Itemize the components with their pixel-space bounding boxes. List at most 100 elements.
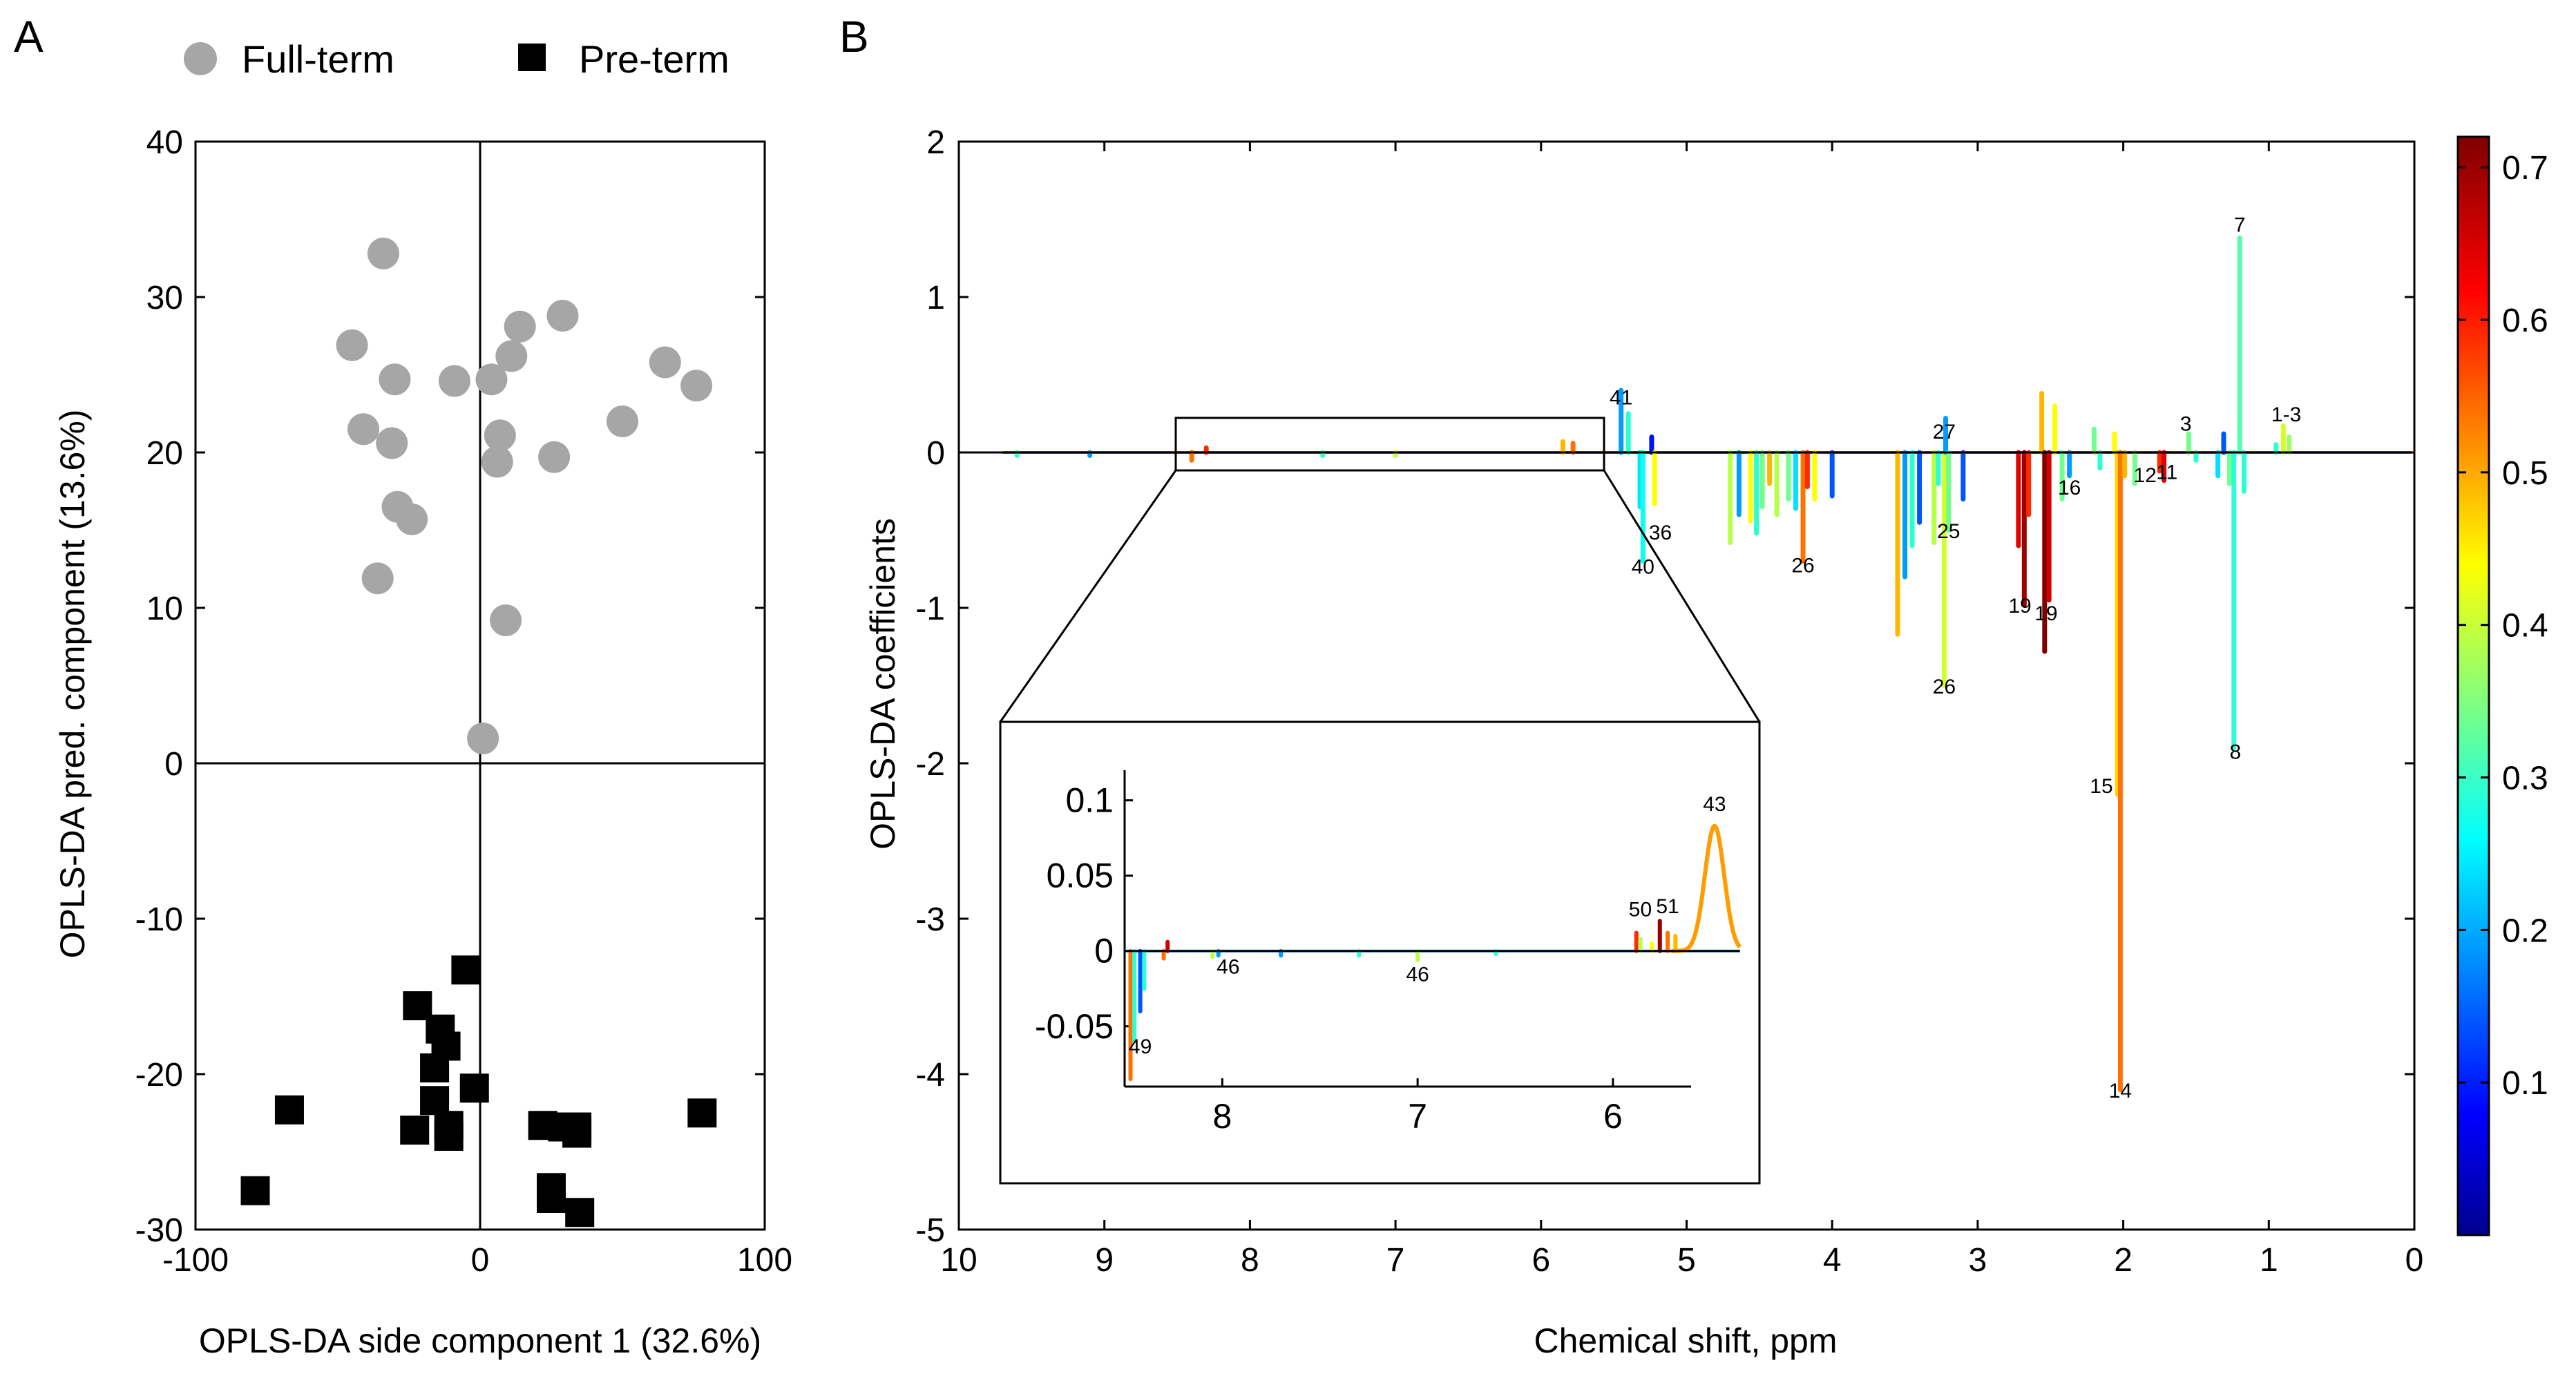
zoom-region-box [1174, 417, 1605, 472]
b-xtick-label: 8 [1241, 1242, 1259, 1279]
full-term-point [649, 346, 681, 379]
inset-xtick-label: 6 [1603, 1097, 1623, 1136]
b-ytick-label: -4 [915, 1057, 945, 1093]
pre-term-point [434, 1122, 464, 1151]
b-xtick-label: 6 [1532, 1242, 1550, 1279]
legend-pre-term-marker [518, 44, 546, 71]
a-ytick-label: -10 [135, 901, 183, 938]
full-term-point [546, 300, 579, 332]
peak-label: 16 [2058, 477, 2081, 499]
full-term-point [680, 370, 713, 402]
pre-term-point [420, 1086, 450, 1116]
colorbar-tick-label: 0.1 [2502, 1065, 2548, 1102]
b-xtick-label: 1 [2260, 1242, 2278, 1279]
panel-b-xlabel: Chemical shift, ppm [1534, 1321, 1837, 1360]
b-ytick-label: 1 [926, 280, 945, 316]
pre-term-point [562, 1118, 592, 1148]
panel-b-label: B [839, 12, 869, 61]
b-xtick-label: 5 [1677, 1242, 1696, 1279]
inset-frame [999, 720, 1761, 1185]
panel-a-xlabel: OPLS-DA side component 1 (32.6%) [199, 1321, 761, 1360]
panel-a-ylabel: OPLS-DA pred. component (13.6%) [53, 410, 92, 959]
a-ytick-label: 30 [146, 280, 183, 316]
peak-label: 41 [1610, 386, 1632, 409]
pre-term-point [400, 1116, 430, 1145]
panel-b-annotations: 41 36 40 26 27 25 26 19 19 16 12 11 3 1-3 7 8 15 14 [1610, 214, 2301, 1102]
peak-label: 40 [1632, 556, 1654, 579]
full-term-point [438, 365, 470, 397]
inset-xtick-label: 8 [1212, 1097, 1232, 1136]
full-term-point [607, 405, 638, 437]
inset-peak-label: 51 [1656, 895, 1679, 918]
full-term-point [336, 329, 368, 361]
peak-label: 14 [2109, 1080, 2132, 1102]
a-ytick-label: 40 [146, 124, 183, 161]
peak-label: 7 [2234, 214, 2246, 237]
full-term-point [367, 238, 399, 269]
colorbar-tick-label: 0.2 [2502, 912, 2548, 949]
inset-plot: 8 7 6 -0.05 0 0.05 0.1 43 50 51 46 46 49 [1035, 770, 1742, 1136]
b-ytick-label: -1 [915, 591, 945, 627]
b-ytick-label: 2 [926, 124, 945, 161]
panel-b-spectrum [959, 236, 2414, 1092]
full-term-point [361, 562, 394, 595]
pre-term-point [565, 1198, 595, 1227]
inset-peak-label: 43 [1703, 793, 1726, 816]
inset-peak-label: 46 [1217, 955, 1239, 978]
zoom-connector-right [1603, 470, 1761, 723]
legend-full-term-marker [184, 42, 217, 75]
legend-pre-term-label: Pre-term [579, 37, 729, 81]
full-term-point [379, 363, 411, 396]
b-xtick-label: 2 [2114, 1242, 2133, 1279]
colorbar-ticks: 0.1 0.2 0.3 0.4 0.5 0.6 0.7 [2458, 150, 2548, 1102]
full-term-point [495, 340, 528, 372]
inset-peak-label: 49 [1129, 1035, 1152, 1058]
colorbar-tick-label: 0.5 [2502, 455, 2548, 492]
pre-term-point [451, 955, 481, 985]
peak-label: 26 [1933, 676, 1956, 698]
peak-label: 12 [2134, 464, 2157, 487]
inset-ytick-label: 0 [1094, 932, 1114, 971]
full-term-point [484, 419, 516, 452]
panel-b-ylabel: OPLS-DA coefficients [864, 518, 902, 850]
peak-label: 25 [1937, 520, 1960, 543]
panel-a-label: A [14, 12, 44, 61]
b-xtick-label: 0 [2405, 1242, 2424, 1279]
a-xtick-label: 100 [737, 1242, 792, 1279]
pre-term-point [537, 1184, 566, 1213]
b-xtick-label: 3 [1969, 1242, 1987, 1279]
peak-label: 1-3 [2271, 403, 2301, 426]
panel-a-points [240, 238, 717, 1227]
inset-ytick-label: 0.1 [1065, 781, 1114, 820]
zoom-connector-left [999, 470, 1177, 723]
legend: Full-term Pre-term [184, 37, 729, 81]
inset-ytick-label: 0.05 [1047, 857, 1114, 895]
a-ytick-label: 0 [164, 746, 183, 783]
pre-term-point [459, 1073, 489, 1103]
colorbar-tick-label: 0.7 [2502, 150, 2548, 187]
pre-term-point [274, 1095, 304, 1125]
full-term-point [376, 427, 408, 459]
b-ytick-label: -3 [915, 901, 945, 938]
full-term-point [347, 413, 380, 446]
colorbar-tick-label: 0.4 [2502, 608, 2548, 644]
peak-label: 26 [1791, 554, 1814, 577]
b-xtick-label: 10 [940, 1242, 977, 1279]
peak-label: 15 [2090, 775, 2112, 798]
peak-label: 3 [2180, 413, 2192, 436]
peak-label: 36 [1649, 522, 1672, 544]
b-ytick-label: -2 [915, 746, 945, 783]
peak-label: 19 [2034, 602, 2057, 625]
inset-ytick-label: -0.05 [1035, 1007, 1114, 1046]
b-ytick-label: 0 [926, 435, 945, 472]
inset-peak-label: 50 [1629, 899, 1652, 921]
pre-term-point [687, 1098, 717, 1128]
full-term-point [504, 310, 536, 343]
a-ytick-label: -30 [135, 1212, 183, 1249]
pre-term-point [240, 1176, 270, 1205]
